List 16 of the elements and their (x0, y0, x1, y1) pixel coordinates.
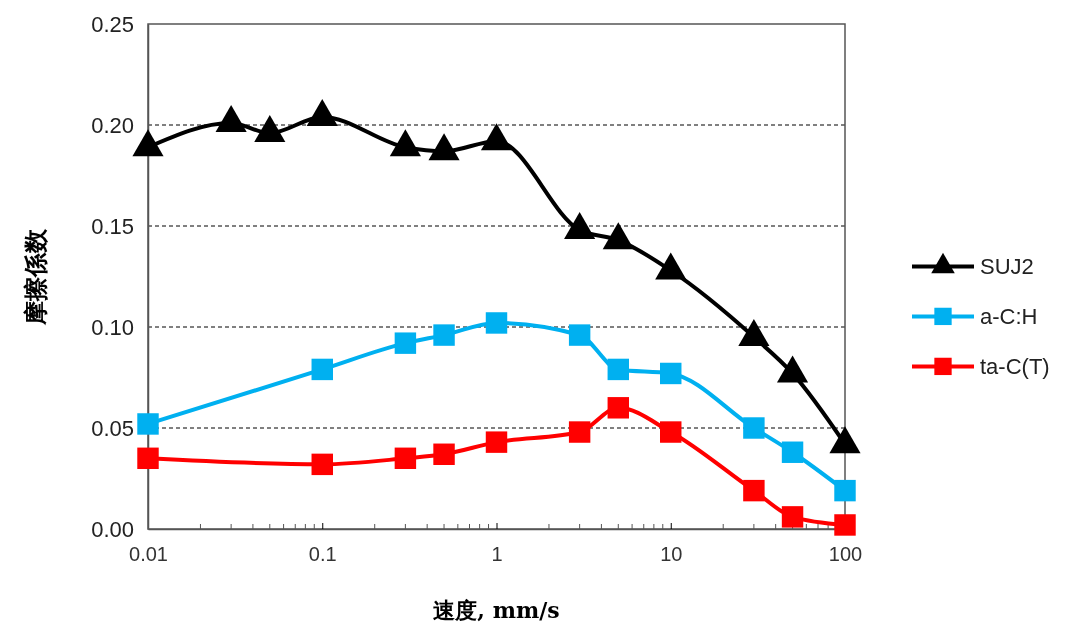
x-tick-label: 0.01 (129, 543, 168, 566)
y-tick-label: 0.20 (91, 112, 134, 138)
y-tick-label: 0.15 (91, 213, 134, 239)
y-tick-label: 0.00 (91, 516, 134, 542)
legend-label: ta-C(T) (980, 354, 1050, 380)
x-axis-title: 速度, mm/s (433, 597, 560, 623)
x-tick-label: 10 (660, 543, 683, 566)
x-tick-label: 0.1 (308, 543, 337, 566)
y-axis-title: 摩擦係数 (22, 227, 49, 326)
y-tick-label: 0.25 (91, 11, 134, 37)
legend-label: SUJ2 (980, 254, 1034, 280)
y-tick-label: 0.05 (91, 415, 134, 441)
x-tick-label: 100 (828, 543, 863, 566)
x-tick-label: 1 (491, 543, 503, 566)
legend-label: a-C:H (980, 304, 1038, 330)
y-tick-label: 0.10 (91, 314, 134, 340)
